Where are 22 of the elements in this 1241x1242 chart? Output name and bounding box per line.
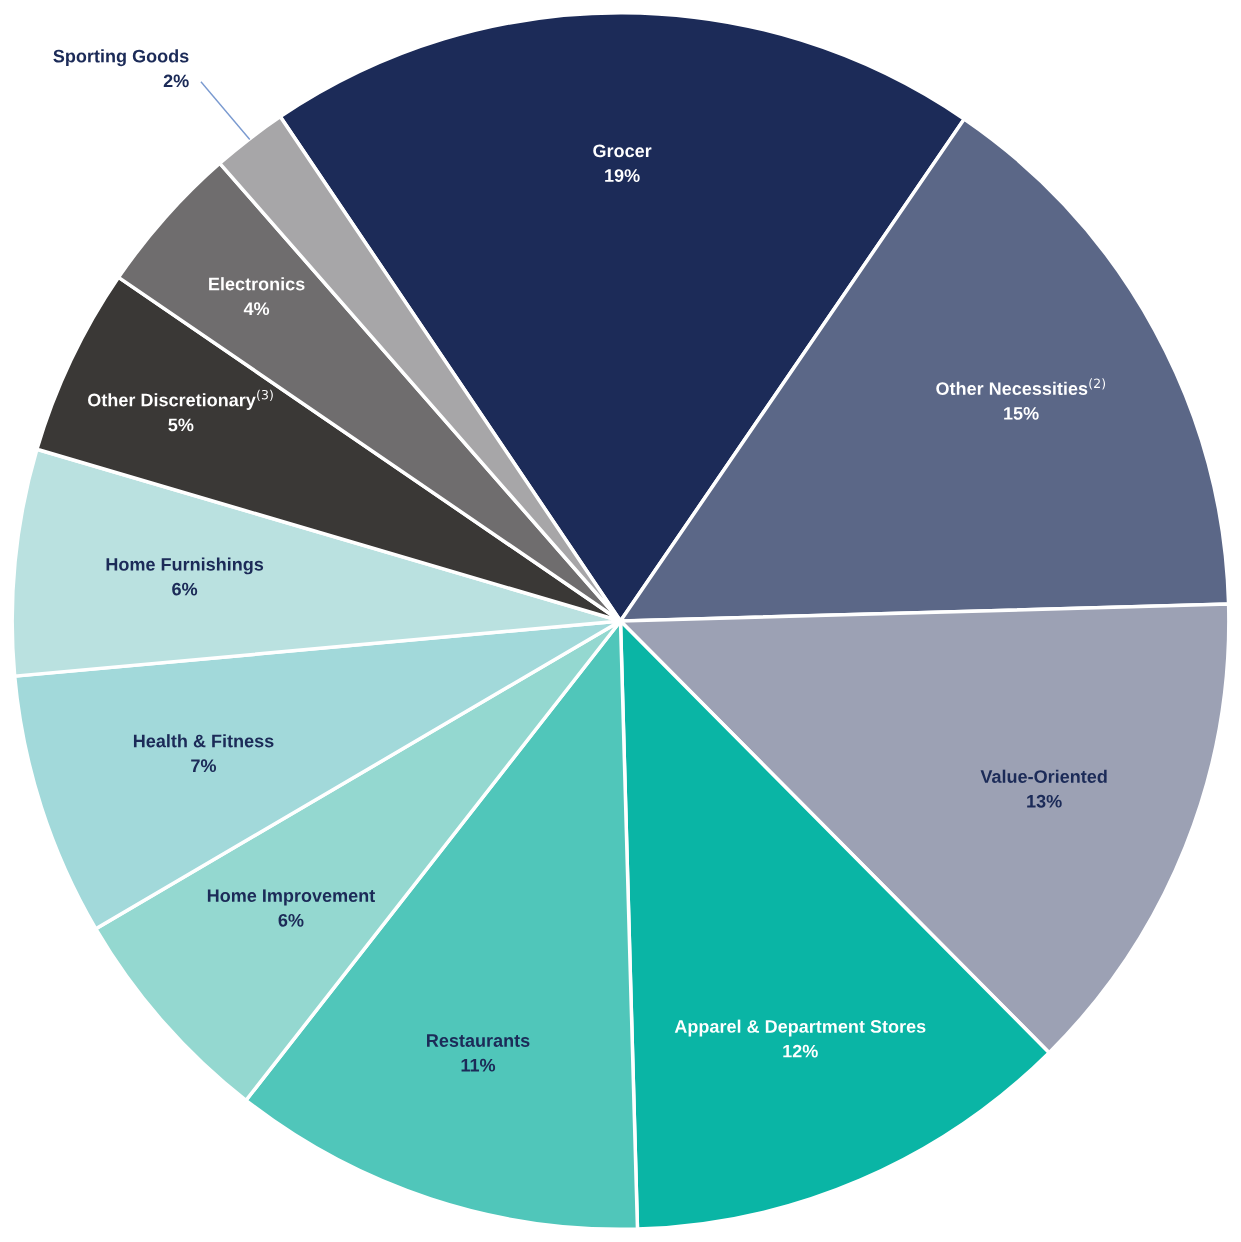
data-label: 5% (168, 418, 194, 432)
slice-label: Other Discretionary$^{(3)}$ (88, 389, 273, 410)
slice-label: Value-Oriented (980, 769, 1107, 783)
slice-label: Home Improvement (207, 889, 375, 906)
data-label: 19% (605, 169, 640, 182)
data-label: 6% (172, 582, 198, 596)
slice-label: Apparel & Department Stores (674, 1019, 926, 1037)
data-label: 7% (191, 759, 217, 773)
data-label: 11% (461, 1058, 496, 1072)
data-label: 13% (1027, 794, 1062, 808)
slice-label: Restaurants (427, 1034, 530, 1047)
slice-label: Electronics (209, 277, 305, 291)
data-label: 4% (243, 302, 270, 316)
data-label: 2% (163, 74, 189, 88)
data-label: 12% (783, 1044, 818, 1058)
data-label: 6% (278, 913, 304, 927)
slice-label: Health & Fitness (133, 734, 274, 748)
slice-label: Other Necessities$^{(2)}$ (936, 378, 1106, 395)
data-label: 15% (1004, 407, 1039, 420)
slice-label: Sporting Goods (53, 49, 189, 67)
slice-label: Home Furnishings (106, 557, 264, 575)
slice-label: Grocer (593, 144, 652, 158)
